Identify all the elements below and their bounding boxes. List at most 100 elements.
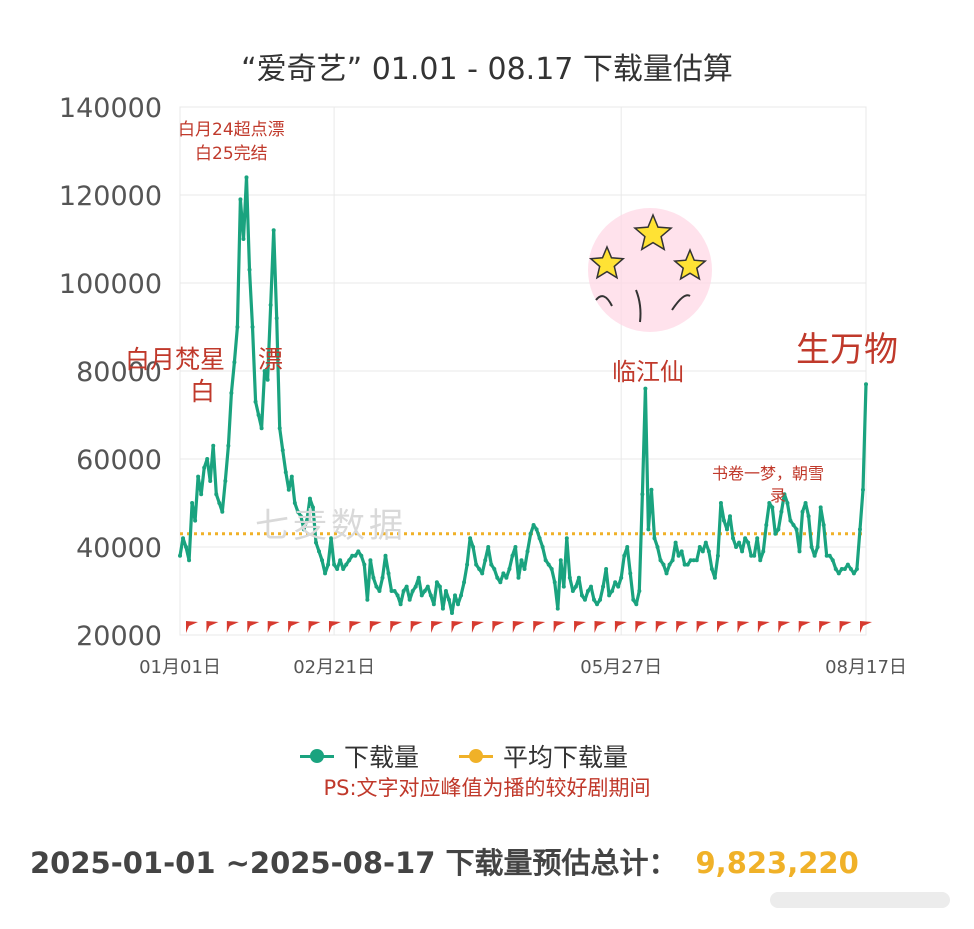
annotation-bai24: 白月24超点漂 白25完结 — [178, 118, 285, 166]
data-point — [519, 558, 524, 563]
data-point — [564, 536, 569, 541]
data-point — [205, 457, 210, 461]
event-marker — [635, 621, 648, 633]
data-point — [513, 545, 518, 549]
data-point — [344, 562, 349, 567]
data-point — [803, 501, 808, 505]
data-point — [456, 602, 461, 607]
data-point — [510, 553, 515, 558]
data-point — [211, 443, 216, 448]
data-point — [401, 589, 406, 593]
data-point — [797, 549, 802, 554]
event-marker — [798, 621, 811, 633]
data-point — [190, 501, 195, 505]
event-marker — [471, 621, 484, 633]
event-marker — [860, 621, 872, 633]
data-point — [504, 575, 509, 580]
data-point — [326, 562, 331, 567]
data-point — [359, 553, 364, 558]
data-point — [622, 553, 627, 558]
event-marker — [512, 621, 525, 633]
event-marker — [451, 621, 464, 633]
data-point — [283, 470, 288, 475]
data-point — [737, 540, 742, 545]
horizontal-scrollbar[interactable] — [770, 892, 950, 908]
data-point — [746, 540, 751, 545]
data-point — [259, 426, 264, 431]
data-point — [362, 562, 367, 567]
data-point — [794, 527, 799, 532]
legend-average-label: 平均下载量 — [503, 743, 629, 772]
data-point — [833, 567, 838, 571]
data-point — [434, 580, 439, 585]
data-point — [202, 465, 207, 470]
data-point — [392, 589, 397, 593]
data-point — [217, 501, 222, 505]
data-point — [625, 545, 630, 549]
data-point — [616, 584, 621, 589]
data-point — [437, 584, 442, 589]
data-point — [332, 562, 337, 567]
chart-title: “爱奇艺” 01.01 - 08.17 下载量估算 — [241, 52, 733, 87]
data-point — [818, 505, 823, 510]
legend-series-label: 下载量 — [344, 743, 420, 772]
data-point — [313, 540, 318, 545]
data-point — [573, 584, 578, 589]
event-marker — [614, 621, 627, 633]
event-marker — [717, 621, 730, 633]
data-point — [731, 536, 736, 541]
total-label: 2025-01-01 ~2025-08-17 下载量预估总计： — [30, 846, 678, 880]
data-point — [253, 399, 258, 404]
total-summary: 2025-01-01 ~2025-08-17 下载量预估总计： 9,823,220 — [30, 840, 859, 882]
data-point — [459, 593, 464, 598]
data-point — [718, 501, 723, 505]
data-point — [800, 509, 805, 514]
event-marker — [737, 621, 750, 633]
data-point — [697, 545, 702, 549]
data-point — [703, 540, 708, 545]
data-point — [317, 549, 322, 554]
data-point — [214, 492, 219, 497]
data-point — [431, 602, 436, 607]
data-point — [779, 509, 784, 514]
data-point — [528, 531, 533, 536]
data-point — [196, 474, 201, 479]
event-marker — [757, 621, 770, 633]
fireworks-glow — [588, 208, 712, 332]
data-point — [592, 597, 597, 602]
data-point — [232, 360, 237, 365]
data-point — [752, 553, 757, 558]
data-point — [184, 545, 189, 549]
data-point — [404, 584, 409, 589]
annotation-shengwanwu: 生万物 — [796, 330, 898, 370]
data-point — [265, 377, 270, 382]
data-point — [178, 553, 182, 558]
data-point — [634, 602, 639, 607]
data-point — [383, 553, 388, 558]
data-point — [220, 509, 225, 514]
annotation-bai24-line2: 白25完结 — [195, 144, 268, 164]
data-point — [721, 518, 726, 523]
legend-average-swatch — [459, 748, 494, 763]
y-tick-label: 120000 — [59, 181, 162, 212]
data-point — [507, 567, 512, 571]
data-point — [531, 523, 536, 527]
data-point — [465, 562, 470, 567]
data-point — [830, 558, 835, 563]
data-point — [661, 562, 666, 567]
event-marker — [349, 621, 362, 633]
data-point — [812, 553, 817, 558]
data-point — [649, 487, 654, 492]
data-point — [241, 237, 246, 241]
legend-item-series: 下载量 — [300, 738, 419, 774]
data-point — [761, 549, 766, 554]
data-point — [295, 509, 300, 514]
data-point — [864, 382, 868, 387]
annotation-shujuan2: 录 — [770, 486, 787, 505]
data-point — [307, 496, 312, 501]
event-marker — [533, 621, 546, 633]
data-point — [576, 575, 581, 580]
data-point — [380, 575, 385, 580]
data-point — [395, 593, 400, 598]
y-tick-label: 20000 — [76, 621, 162, 652]
